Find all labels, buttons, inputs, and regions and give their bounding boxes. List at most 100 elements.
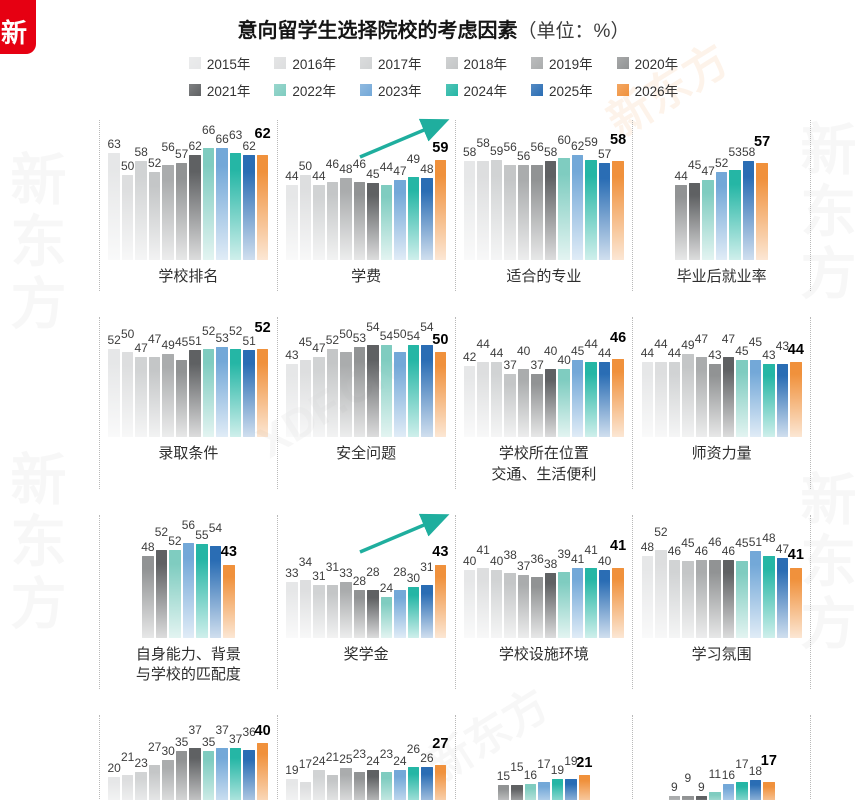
legend-item-2022: 2022年 — [274, 80, 336, 100]
legend-swatch-icon — [445, 57, 458, 69]
bar-value-label: 48 — [141, 539, 155, 554]
bar-value-label: 62 — [570, 139, 585, 153]
bar-value-label: 59 — [584, 135, 598, 149]
bars-area-admission-requirements: 52 50 47 47 49 45 51 52 53 52 51 52 — [102, 319, 275, 438]
bar-value-label: 18 — [748, 764, 763, 779]
bar-value-label: 52 — [201, 324, 216, 339]
legend-swatch-icon — [531, 57, 544, 69]
bar-rect — [108, 349, 120, 438]
bar-value-label: 52 — [107, 333, 121, 348]
bar-safety-issues-2022: 54 — [380, 330, 393, 438]
bar-rect — [313, 185, 325, 260]
bar-learning-atmosphere-2023: 51 — [749, 536, 762, 638]
bar-value-label: 26 — [420, 751, 434, 766]
bar-school-ranking-2017: 58 — [134, 146, 148, 260]
bar-tuition-2026: 59 — [432, 140, 448, 260]
bar-rect — [578, 775, 591, 800]
bar-rect — [504, 572, 516, 638]
bar-rect — [511, 785, 523, 800]
bar-value-label: 52 — [154, 524, 169, 539]
chart-title-admission-requirements: 录取条件 — [158, 445, 219, 463]
chart-scholarship: 33 34 31 31 33 28 28 24 28 30 31 43 奖学金 — [276, 513, 455, 690]
bar-recommendation-from-others-2021: 9 — [695, 781, 708, 800]
bar-rect — [340, 352, 352, 438]
bar-value-label: 30 — [406, 570, 421, 585]
legend-swatch-icon — [616, 84, 629, 96]
bar-value-label: 16 — [523, 768, 538, 783]
bar-value-label: 44 — [476, 337, 490, 352]
bar-post-graduation-employment-rate-2026: 57 — [754, 134, 770, 260]
bar-rect — [571, 567, 584, 638]
bar-value-label: 43 — [432, 544, 449, 561]
bar-school-ranking-2020: 57 — [175, 148, 188, 260]
legend-year-label: 2018年 — [463, 57, 508, 72]
bar-rect — [209, 545, 222, 638]
bar-rect — [736, 782, 748, 800]
bar-rect — [326, 775, 339, 800]
bar-rect — [598, 569, 611, 638]
bar-rect — [394, 180, 406, 260]
bar-suitable-major-2016: 58 — [476, 137, 490, 260]
bar-value-label: 52 — [654, 524, 668, 539]
bar-admission-requirements-2018: 47 — [148, 333, 161, 438]
bar-scholarship-2016: 34 — [299, 556, 312, 638]
bar-rect — [340, 768, 352, 800]
bar-value-label: 66 — [215, 132, 229, 146]
chart-title-school-location-transport-living-convenience: 学校所在位置 交通、生活便利 — [491, 445, 597, 483]
bar-tuition-2020: 46 — [353, 158, 366, 260]
bar-rect — [695, 357, 708, 438]
bar-school-facilities-environment-2015: 40 — [463, 555, 476, 638]
bar-safety-issues-2016: 45 — [299, 336, 312, 438]
bar-student-teacher-ratio-2021: 15 — [510, 761, 524, 800]
bar-rect — [189, 748, 201, 800]
bar-value-label: 50 — [432, 331, 449, 348]
bar-school-location-transport-living-convenience-2026: 46 — [610, 331, 626, 438]
bar-admission-requirements-2020: 45 — [175, 336, 188, 438]
chart-suitable-major: 58 58 59 56 56 56 58 60 62 59 57 58 适合的专业 — [454, 120, 633, 292]
bar-tuition-2016: 50 — [299, 160, 312, 260]
bar-value-label: 47 — [134, 341, 148, 356]
bar-rect — [326, 182, 339, 260]
bar-value-label: 47 — [312, 341, 326, 356]
chart-title-faculty-strength: 师资力量 — [691, 445, 752, 463]
bar-rect — [558, 571, 570, 638]
bars-area-ability-background-school-match: 48 52 52 56 55 54 43 — [102, 517, 275, 638]
bar-rect — [367, 770, 379, 800]
bar-value-label: 50 — [339, 327, 353, 342]
bar-rect — [243, 350, 255, 438]
chart-recommendation-from-others: 9991116171817他人推荐 — [632, 715, 811, 800]
bar-value-label: 37 — [530, 358, 544, 373]
bar-value-label: 44 — [312, 169, 326, 183]
bar-recommendation-from-others-2024: 17 — [735, 758, 749, 800]
bar-value-label: 52 — [254, 319, 271, 336]
legend-year-label: 2025年 — [549, 84, 593, 99]
bar-value-label: 44 — [584, 337, 598, 352]
bar-value-label: 56 — [181, 517, 196, 532]
bar-international-student-ratio-2024: 26 — [407, 743, 420, 800]
bar-value-label: 23 — [379, 747, 394, 762]
trend-up-arrow-icon — [358, 118, 449, 159]
bar-rect — [229, 153, 242, 260]
bar-rect — [722, 357, 735, 438]
bar-value-label: 50 — [393, 327, 407, 342]
bar-admission-requirements-2024: 52 — [229, 325, 242, 438]
bar-teaching-arrangement-2026: 40 — [255, 724, 271, 800]
bar-ability-background-school-match-2023: 56 — [182, 519, 195, 638]
bar-value-label: 45 — [570, 344, 585, 359]
bar-tuition-2025: 48 — [420, 163, 434, 260]
bar-rect — [367, 183, 379, 260]
bar-faculty-strength-2026: 44 — [788, 343, 804, 438]
bar-value-label: 63 — [228, 128, 243, 142]
bar-faculty-strength-2016: 44 — [654, 338, 668, 438]
bar-rect — [353, 772, 366, 800]
bar-rect — [558, 369, 570, 438]
bar-rect — [326, 349, 339, 438]
bar-international-student-ratio-2026: 27 — [432, 737, 448, 800]
bar-school-facilities-environment-2021: 38 — [544, 558, 557, 638]
bar-value-label: 45 — [366, 167, 380, 181]
legend-year-label: 2026年 — [634, 84, 679, 99]
chart-admission-requirements: 52 50 47 47 49 45 51 52 53 52 51 52 录取条件 — [99, 317, 277, 489]
bar-value-label: 43 — [762, 348, 776, 363]
bar-safety-issues-2023: 50 — [393, 328, 407, 438]
bar-rect — [517, 574, 530, 638]
